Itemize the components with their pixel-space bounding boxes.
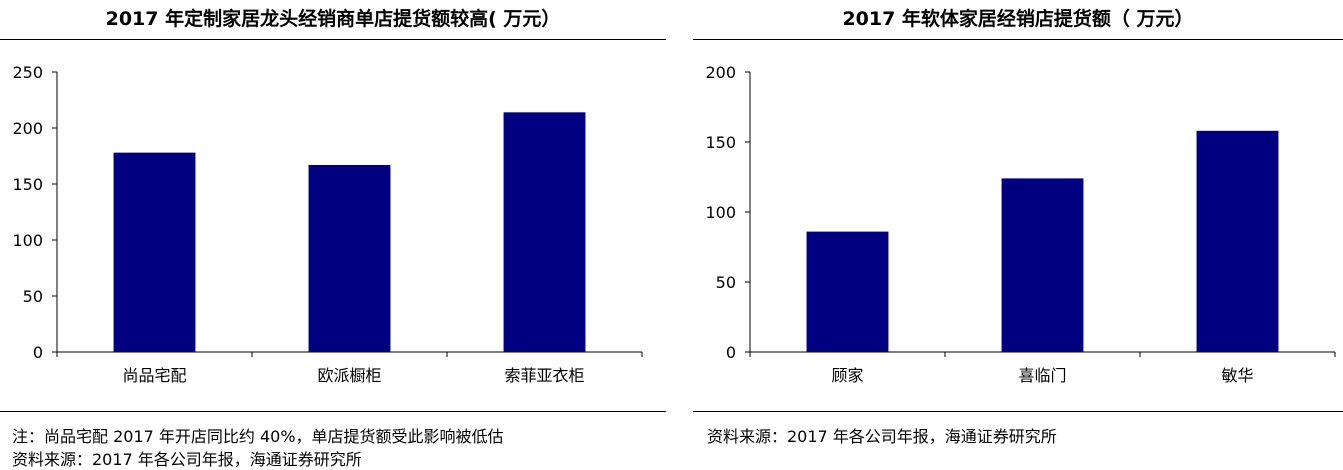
chart-title: 2017 年软体家居经销店提货额（ 万元） xyxy=(842,8,1194,30)
notes-divider xyxy=(0,411,666,412)
bar xyxy=(806,231,889,352)
x-tick-label: 顾家 xyxy=(831,366,863,385)
title-divider xyxy=(693,39,1343,40)
y-tick-label: 0 xyxy=(33,343,43,362)
left-chart-panel: 2017 年定制家居龙头经销商单店提货额较高( 万元） 0 50 100 150 200… xyxy=(0,0,666,470)
x-tick-label: 欧派橱柜 xyxy=(317,366,381,385)
y-tick-label: 150 xyxy=(705,133,736,152)
bar xyxy=(1001,178,1084,352)
y-tick-label: 50 xyxy=(716,273,736,292)
chart-note: 注：尚品宅配 2017 年开店同比约 40%，单店提货额受此影响被低估 xyxy=(12,427,504,446)
right-chart-panel: 2017 年软体家居经销店提货额（ 万元） 0 50 100 150 200 顾家 喜临门 敏… xyxy=(693,0,1343,470)
y-tick-label: 200 xyxy=(12,119,43,138)
x-tick-label: 尚品宅配 xyxy=(122,366,186,385)
y-tick-label: 0 xyxy=(726,343,736,362)
bar-chart: 0 50 100 150 200 顾家 喜临门 敏华 xyxy=(705,63,1336,385)
title-divider xyxy=(0,39,666,40)
x-tick-label: 喜临门 xyxy=(1018,366,1066,385)
y-tick-label: 100 xyxy=(12,231,43,250)
x-tick-label: 索菲亚衣柜 xyxy=(504,366,584,385)
y-tick-label: 50 xyxy=(23,287,43,306)
source-note: 资料来源：2017 年各公司年报，海通证券研究所 xyxy=(707,427,1057,446)
x-tick-label: 敏华 xyxy=(1221,366,1253,385)
bar xyxy=(308,164,391,352)
notes-divider xyxy=(693,411,1343,412)
bar xyxy=(503,112,586,352)
y-tick-label: 200 xyxy=(705,63,736,82)
y-tick-label: 100 xyxy=(705,203,736,222)
source-note: 资料来源：2017 年各公司年报，海通证券研究所 xyxy=(12,450,362,469)
bar xyxy=(1196,130,1279,352)
chart-title: 2017 年定制家居龙头经销商单店提货额较高( 万元） xyxy=(105,8,561,30)
y-tick-label: 250 xyxy=(12,63,43,82)
bar-chart: 0 50 100 150 200 250 尚品宅配 欧派橱柜 索菲亚衣柜 xyxy=(12,63,643,385)
y-tick-label: 150 xyxy=(12,175,43,194)
bar xyxy=(113,152,196,352)
